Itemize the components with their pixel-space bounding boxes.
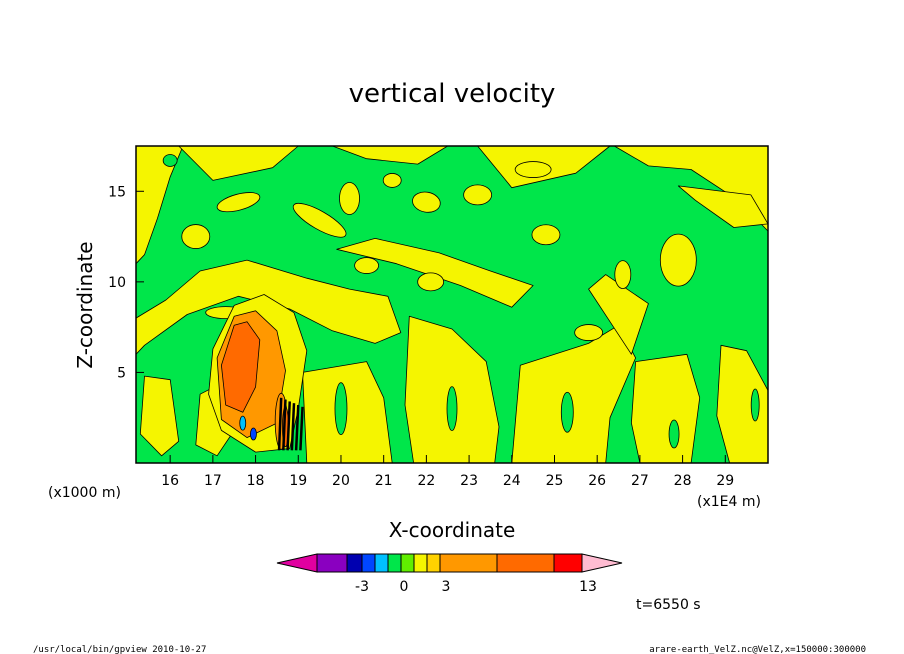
contour-region xyxy=(135,259,402,355)
x-tick-label: 20 xyxy=(332,473,350,489)
contour-region xyxy=(514,161,552,178)
colorbar-low-arrow xyxy=(276,553,318,573)
y-unit-label: (x1000 m) xyxy=(48,485,121,501)
contour-region xyxy=(588,274,649,355)
colorbar xyxy=(276,553,623,573)
y-tick-label: 15 xyxy=(108,184,126,200)
contour-region xyxy=(302,361,393,464)
dense-contour-line xyxy=(286,401,291,451)
contour-region xyxy=(354,257,379,274)
contour-region xyxy=(250,427,257,441)
time-label: t=6550 s xyxy=(636,597,701,613)
contour-region xyxy=(221,321,261,413)
colorbar-tick-label: 13 xyxy=(579,579,597,595)
x-tick-label: 22 xyxy=(417,473,435,489)
x-tick-label: 23 xyxy=(460,473,478,489)
x-tick-label: 16 xyxy=(161,473,179,489)
colorbar-tick-label: 3 xyxy=(442,579,451,595)
contour-region xyxy=(631,353,701,464)
contour-region xyxy=(382,173,402,188)
x-tick-label: 17 xyxy=(204,473,222,489)
colorbar-swatch xyxy=(413,553,428,573)
x-tick-label: 25 xyxy=(546,473,564,489)
contour-region xyxy=(339,182,360,215)
colorbar-swatch xyxy=(400,553,415,573)
x-tick-label: 28 xyxy=(674,473,692,489)
contour-region xyxy=(560,391,574,433)
x-unit-label: (x1E4 m) xyxy=(697,494,761,510)
dense-contour-line xyxy=(294,404,300,451)
colorbar-swatch xyxy=(387,553,402,573)
x-tick-label: 21 xyxy=(375,473,393,489)
colorbar-swatch xyxy=(426,553,441,573)
x-tick-label: 29 xyxy=(716,473,734,489)
contour-region xyxy=(677,185,769,228)
colorbar-high-arrow xyxy=(581,553,623,573)
contour-region xyxy=(614,260,632,290)
contour-region xyxy=(750,388,760,422)
colorbar-swatch xyxy=(361,553,376,573)
colorbar-tick-labels: -3 0 3 13 xyxy=(355,579,597,595)
x-axis-ticks: 16 17 18 19 20 21 22 23 24 25 26 27 28 29 xyxy=(161,455,734,489)
dense-contour-line xyxy=(282,399,287,451)
contour-region xyxy=(162,154,178,167)
y-axis-label: Z-coordinate xyxy=(73,241,97,368)
contour-region xyxy=(668,419,680,449)
contour-region xyxy=(239,415,247,431)
colorbar-tick-label: 0 xyxy=(400,579,409,595)
velocity-field xyxy=(135,145,769,464)
contour-region xyxy=(139,375,180,457)
colorbar-tick-label: -3 xyxy=(355,579,369,595)
x-tick-label: 26 xyxy=(588,473,606,489)
y-tick-label: 5 xyxy=(117,365,126,381)
plot-area: 16 17 18 19 20 21 22 23 24 25 26 27 28 29 5 10 15 xyxy=(108,145,769,489)
contour-region xyxy=(574,324,604,341)
contour-region xyxy=(181,224,211,249)
colorbar-swatch xyxy=(346,553,363,573)
colorbar-swatch xyxy=(316,553,348,573)
footer-right: arare-earth_VelZ.nc@VelZ,x=150000:300000 xyxy=(649,645,866,654)
plot-frame xyxy=(135,145,769,464)
contour-region xyxy=(446,386,458,432)
x-tick-label: 24 xyxy=(503,473,521,489)
contour-region xyxy=(463,184,493,206)
footer-left: /usr/local/bin/gpview 2010-10-27 xyxy=(33,645,206,654)
y-axis-ticks: 5 10 15 xyxy=(108,184,144,381)
contour-region xyxy=(216,192,261,213)
colorbar-swatch xyxy=(553,553,583,573)
colorbar-swatch xyxy=(496,553,555,573)
x-tick-label: 18 xyxy=(247,473,265,489)
contour-region xyxy=(417,272,445,292)
dense-contour-line xyxy=(299,406,304,451)
dense-contour-line xyxy=(290,403,296,451)
y-tick-label: 10 xyxy=(108,275,126,291)
contour-region xyxy=(412,191,441,213)
contour-region xyxy=(336,238,534,308)
contour-region xyxy=(292,202,347,238)
colorbar-swatch xyxy=(374,553,389,573)
x-tick-label: 19 xyxy=(289,473,307,489)
colorbar-swatch xyxy=(439,553,498,573)
chart-title: vertical velocity xyxy=(349,79,556,109)
x-tick-label: 27 xyxy=(631,473,649,489)
x-axis-label: X-coordinate xyxy=(389,518,516,542)
dense-contour-line xyxy=(277,397,283,451)
contour-region xyxy=(659,233,697,287)
contour-region xyxy=(334,382,348,436)
contour-region xyxy=(531,224,561,246)
